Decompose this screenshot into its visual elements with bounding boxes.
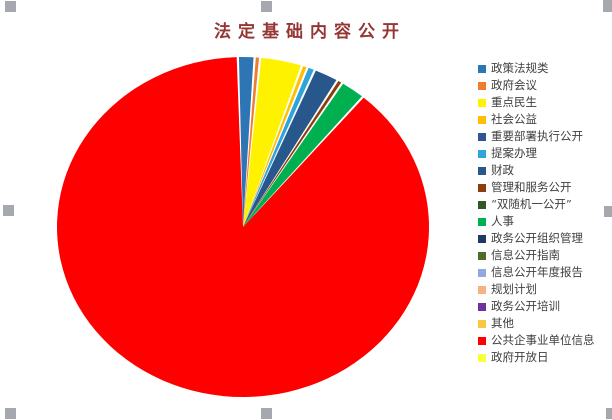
- legend-label: 重点民生: [491, 95, 537, 109]
- legend-swatch-icon: [478, 217, 486, 226]
- legend-swatch-icon: [478, 166, 486, 175]
- pie-slice-4[interactable]: [243, 66, 307, 228]
- pie-slice-7[interactable]: [243, 70, 337, 227]
- legend-swatch-icon: [478, 183, 486, 192]
- legend-swatch-icon: [478, 285, 486, 294]
- legend-item-5[interactable]: 重要部署执行公开: [478, 128, 612, 145]
- selection-handle-top-middle[interactable]: [261, 1, 272, 12]
- legend-label: 其他: [491, 316, 514, 330]
- pie-slice-6[interactable]: [243, 67, 314, 227]
- pie-slice-17[interactable]: [57, 57, 430, 398]
- legend-item-12[interactable]: 信息公开指南: [478, 247, 612, 264]
- legend-label: 政务公开组织管理: [491, 231, 583, 245]
- legend-item-18[interactable]: 政府开放日: [478, 349, 612, 366]
- legend-swatch-icon: [478, 98, 486, 107]
- legend-swatch-icon: [478, 302, 486, 311]
- legend-item-6[interactable]: 提案办理: [478, 145, 612, 162]
- legend-swatch-icon: [478, 81, 486, 90]
- legend-item-7[interactable]: 财政: [478, 162, 612, 179]
- pie-slice-2[interactable]: [243, 57, 260, 228]
- legend-item-13[interactable]: 信息公开年度报告: [478, 264, 612, 281]
- legend-swatch-icon: [478, 200, 486, 209]
- legend-item-16[interactable]: 其他: [478, 315, 612, 332]
- selection-handle-bottom-middle[interactable]: [261, 408, 272, 419]
- legend-label: 公共企事业单位信息: [491, 333, 595, 347]
- chart-title: 法定基础内容公开: [214, 22, 406, 42]
- legend-label: “双随机一公开”: [491, 197, 572, 211]
- legend-item-10[interactable]: 人事: [478, 213, 612, 230]
- selection-handle-top-right[interactable]: [603, 0, 612, 12]
- legend-label: 政府开放日: [491, 350, 549, 364]
- legend-swatch-icon: [478, 115, 486, 124]
- legend-label: 重要部署执行公开: [491, 129, 583, 143]
- selection-handle-right-middle[interactable]: [604, 206, 612, 217]
- legend-swatch-icon: [478, 132, 486, 141]
- legend-item-8[interactable]: 管理和服务公开: [478, 179, 612, 196]
- legend-item-2[interactable]: 政府会议: [478, 77, 612, 94]
- legend-item-14[interactable]: 规划计划: [478, 281, 612, 298]
- legend-swatch-icon: [478, 64, 486, 73]
- legend-label: 提案办理: [491, 146, 537, 160]
- pie-slice-3[interactable]: [243, 57, 301, 227]
- legend-label: 管理和服务公开: [491, 180, 572, 194]
- legend-label: 财政: [491, 163, 514, 177]
- selection-handle-bottom-left[interactable]: [5, 408, 16, 419]
- selection-handle-left-middle[interactable]: [3, 205, 14, 216]
- selection-handle-top-left[interactable]: [5, 1, 16, 12]
- legend-item-17[interactable]: 公共企事业单位信息: [478, 332, 612, 349]
- legend-item-11[interactable]: 政务公开组织管理: [478, 230, 612, 247]
- legend-item-15[interactable]: 政务公开培训: [478, 298, 612, 315]
- pie-slice-10[interactable]: [243, 83, 362, 227]
- legend-label: 信息公开年度报告: [491, 265, 583, 279]
- chart-legend: 政策法规类政府会议重点民生社会公益重要部署执行公开 提案办理财政管理和服务公开 “双…: [478, 60, 612, 366]
- legend-label: 政务公开培训: [491, 299, 560, 313]
- legend-label: 规划计划: [491, 282, 537, 296]
- legend-item-9[interactable]: “双随机一公开”: [478, 196, 612, 213]
- legend-swatch-icon: [478, 251, 486, 260]
- legend-swatch-icon: [478, 234, 486, 243]
- selection-handle-bottom-right[interactable]: [606, 408, 612, 419]
- legend-swatch-icon: [478, 353, 486, 362]
- legend-item-1[interactable]: 政策法规类: [478, 60, 612, 77]
- pie-slice-1[interactable]: [238, 56, 254, 227]
- legend-item-3[interactable]: 重点民生: [478, 94, 612, 111]
- legend-label: 政策法规类: [491, 61, 549, 75]
- legend-swatch-icon: [478, 268, 486, 277]
- legend-swatch-icon: [478, 319, 486, 328]
- legend-label: 社会公益: [491, 112, 537, 126]
- legend-label: 人事: [491, 214, 514, 228]
- legend-swatch-icon: [478, 336, 486, 345]
- legend-item-4[interactable]: 社会公益: [478, 111, 612, 128]
- legend-swatch-icon: [478, 149, 486, 158]
- legend-label: 政府会议: [491, 78, 537, 92]
- pie-slice-8[interactable]: [243, 81, 342, 227]
- legend-label: 信息公开指南: [491, 248, 560, 262]
